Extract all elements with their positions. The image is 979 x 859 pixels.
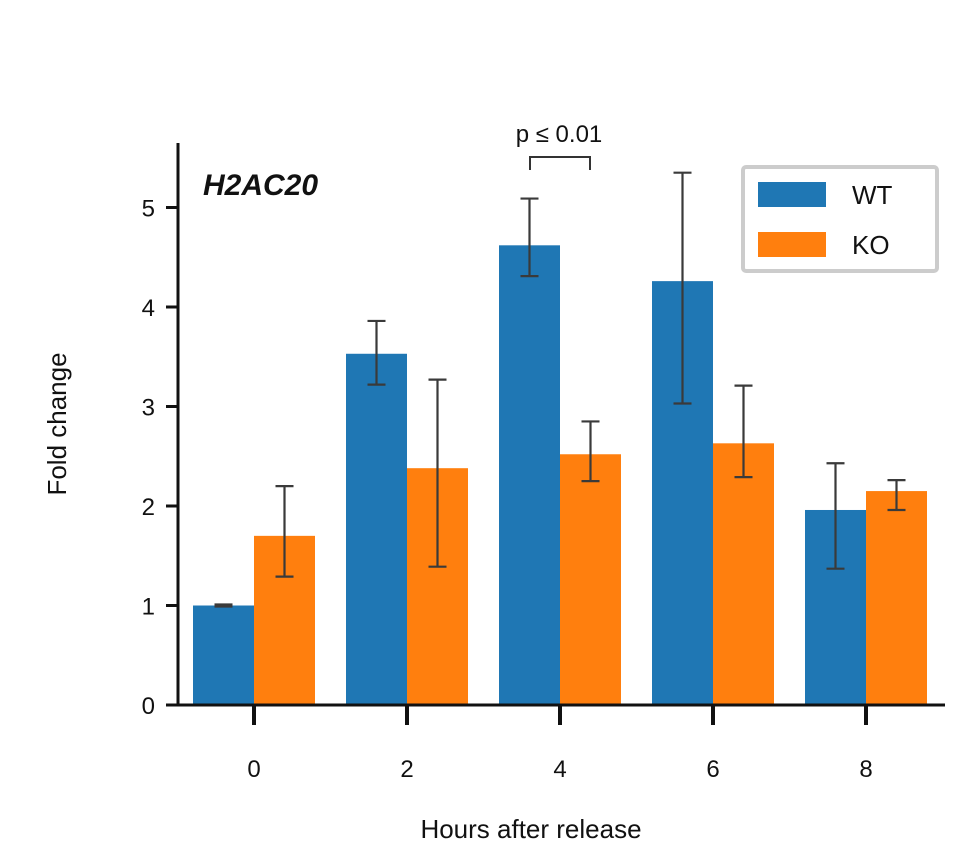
error-bars-layer: [214, 171, 906, 608]
chart-title: H2AC20: [203, 169, 318, 202]
legend-label-wt: WT: [852, 180, 893, 210]
legend: WT KO: [741, 165, 939, 273]
x-tick-label: 8: [859, 756, 872, 783]
bar-ko-8: [866, 491, 927, 705]
y-tick-label: 1: [142, 594, 155, 621]
y-tick-label: 0: [142, 693, 155, 720]
bar-wt-0: [193, 605, 254, 705]
error-bar-wt-2: [367, 319, 386, 386]
x-tick-label: 4: [553, 756, 566, 783]
y-tick-label: 5: [142, 196, 155, 223]
bars-layer: [193, 245, 927, 705]
error-bar-ko-2: [428, 378, 447, 568]
legend-label-ko: KO: [852, 230, 890, 260]
error-bar-wt-0: [214, 603, 233, 608]
y-tick-label: 3: [142, 395, 155, 422]
error-bar-wt-6: [673, 171, 692, 405]
bar-ko-6: [713, 443, 774, 705]
x-tick-label: 2: [400, 756, 413, 783]
legend-swatch-ko: [758, 232, 826, 257]
x-tick-label: 6: [706, 756, 719, 783]
y-tick-label: 2: [142, 494, 155, 521]
y-tick-label: 4: [142, 295, 155, 322]
y-axis-label: Fold change: [42, 352, 72, 495]
legend-swatch-wt: [758, 182, 826, 207]
error-bar-ko-0: [275, 485, 294, 578]
y-ticks-layer: 0 1 2 3 4 5: [142, 196, 178, 720]
p-value-label: p ≤ 0.01: [516, 121, 603, 148]
error-bar-ko-8: [887, 479, 906, 512]
bar-wt-2: [346, 353, 407, 705]
error-bar-ko-6: [734, 384, 753, 479]
significance-bracket: [529, 156, 591, 170]
error-bar-wt-4: [520, 197, 539, 278]
bar-ko-4: [560, 454, 621, 705]
x-tick-label: 0: [247, 756, 260, 783]
significance-annotation: p ≤ 0.01: [516, 121, 603, 170]
x-ticks-layer: 0 2 4 6 8: [247, 705, 873, 783]
error-bar-ko-4: [581, 420, 600, 483]
x-axis-label: Hours after release: [420, 814, 641, 844]
bar-wt-4: [499, 245, 560, 705]
error-bar-wt-8: [826, 462, 845, 570]
